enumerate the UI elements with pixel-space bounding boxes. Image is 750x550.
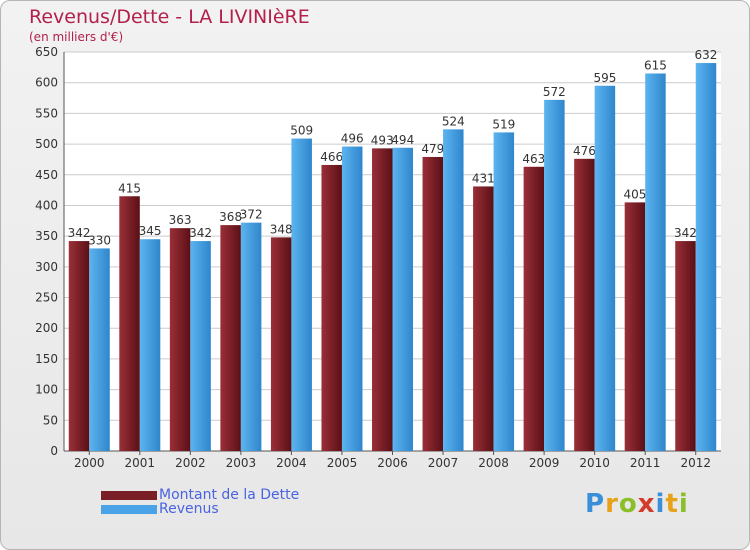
chart-title: Revenus/Dette - LA LIVINIèRE — [29, 6, 310, 28]
x-tick-label: 2001 — [125, 456, 156, 470]
bar-revenus — [695, 63, 717, 452]
legend-label-revenus: Revenus — [159, 501, 219, 517]
data-label-revenus: 494 — [391, 133, 414, 147]
bar-revenus — [443, 129, 464, 452]
x-tick-label: 2007 — [428, 456, 459, 470]
bar-revenus — [341, 146, 363, 452]
y-tick-label: 250 — [35, 291, 58, 305]
bar-revenus — [89, 248, 110, 451]
data-label-dette: 493 — [371, 133, 394, 147]
bar-dette — [473, 186, 494, 451]
x-tick-label: 2010 — [579, 456, 610, 470]
bar-revenus — [594, 85, 616, 451]
y-tick-label: 550 — [35, 106, 58, 120]
bar-dette — [321, 164, 342, 451]
y-tick-label: 600 — [35, 76, 58, 90]
data-label-dette: 342 — [68, 226, 91, 240]
bar-revenus — [240, 222, 262, 451]
data-label-revenus: 632 — [695, 48, 718, 62]
data-label-dette: 476 — [573, 144, 596, 158]
data-label-dette: 431 — [472, 171, 495, 185]
bar-revenus — [139, 239, 161, 451]
data-label-dette: 348 — [270, 222, 293, 236]
y-tick-label: 400 — [35, 198, 58, 212]
data-label-revenus: 524 — [442, 114, 465, 128]
bar-dette — [675, 241, 696, 451]
data-label-revenus: 342 — [189, 226, 212, 240]
data-label-dette: 463 — [522, 152, 545, 166]
data-label-dette: 415 — [118, 181, 141, 195]
y-tick-label: 300 — [35, 260, 58, 274]
bar-dette — [169, 228, 191, 451]
data-label-revenus: 572 — [543, 85, 566, 99]
x-tick-label: 2008 — [478, 456, 509, 470]
data-label-dette: 368 — [219, 210, 242, 224]
x-tick-label: 2011 — [630, 456, 661, 470]
legend-item-dette: Montant de la Dette — [101, 487, 299, 503]
data-label-dette: 479 — [421, 142, 444, 156]
bar-revenus — [392, 147, 413, 451]
bar-revenus — [291, 138, 312, 451]
legend-swatch-revenus — [101, 504, 157, 514]
data-label-revenus: 519 — [492, 117, 515, 131]
data-label-dette: 466 — [320, 150, 343, 164]
bar-dette — [270, 237, 292, 451]
bar-revenus — [190, 241, 211, 451]
y-tick-label: 500 — [35, 137, 58, 151]
x-tick-label: 2002 — [175, 456, 206, 470]
data-label-revenus: 595 — [593, 71, 616, 85]
x-tick-label: 2012 — [680, 456, 711, 470]
x-tick-label: 2004 — [276, 456, 307, 470]
data-label-dette: 405 — [623, 187, 646, 201]
bar-dette — [220, 225, 241, 451]
x-tick-label: 2000 — [74, 456, 105, 470]
data-label-revenus: 330 — [88, 233, 111, 247]
bar-dette — [574, 158, 595, 451]
chart-subtitle: (en milliers d'€) — [29, 30, 124, 44]
x-tick-label: 2005 — [327, 456, 358, 470]
y-tick-label: 0 — [50, 444, 58, 458]
bar-dette — [422, 156, 444, 451]
bar-dette — [372, 148, 393, 451]
x-tick-label: 2003 — [226, 456, 257, 470]
y-tick-label: 450 — [35, 168, 58, 182]
bar-revenus — [544, 99, 565, 451]
data-label-dette: 363 — [169, 213, 192, 227]
bar-dette — [119, 196, 140, 451]
y-tick-label: 100 — [35, 383, 58, 397]
data-label-revenus: 372 — [240, 208, 263, 222]
x-tick-label: 2009 — [529, 456, 560, 470]
y-tick-label: 200 — [35, 321, 58, 335]
bar-dette — [68, 241, 90, 451]
y-tick-label: 150 — [35, 352, 58, 366]
bar-dette — [624, 202, 646, 451]
data-label-dette: 342 — [674, 226, 697, 240]
data-label-revenus: 615 — [644, 58, 667, 72]
data-label-revenus: 496 — [341, 132, 364, 146]
legend-swatch-dette — [101, 490, 157, 500]
data-label-revenus: 345 — [139, 224, 162, 238]
bar-revenus — [493, 132, 515, 451]
proxiti-logo: Proxiti — [585, 489, 689, 519]
bar-revenus — [645, 73, 666, 451]
y-tick-label: 350 — [35, 229, 58, 243]
bar-dette — [523, 166, 545, 451]
legend-label-dette: Montant de la Dette — [159, 487, 300, 503]
y-tick-label: 650 — [35, 45, 58, 59]
data-label-revenus: 509 — [290, 124, 313, 138]
legend-item-revenus: Revenus — [101, 501, 219, 517]
x-tick-label: 2006 — [377, 456, 408, 470]
y-tick-label: 50 — [43, 413, 58, 427]
